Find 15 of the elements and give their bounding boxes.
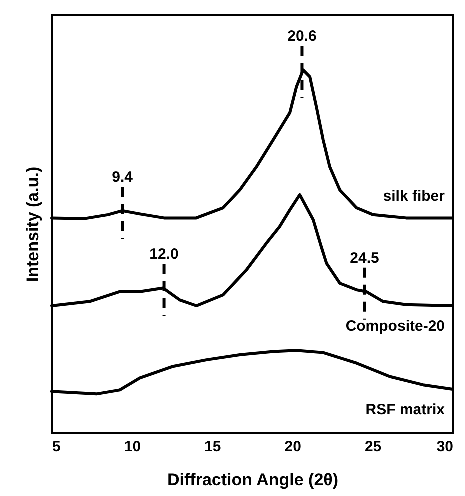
x-axis-title: Diffraction Angle (2θ)	[167, 470, 339, 490]
x-tick-label: 20	[284, 438, 302, 456]
annotation: 9.4	[112, 168, 134, 186]
series-label: RSF matrix	[366, 401, 446, 418]
x-tick-label: 5	[52, 438, 61, 456]
annotation: 24.5	[350, 250, 380, 267]
annotation: 12.0	[150, 246, 179, 264]
annotation: 20.6	[288, 28, 317, 46]
x-tick-label: 15	[204, 438, 222, 456]
x-tick-label: 25	[364, 438, 382, 456]
series-label: silk fiber	[383, 188, 446, 206]
x-tick-label: 30	[436, 438, 454, 456]
series-label: Composite-20	[346, 318, 445, 336]
y-axis-title: Intensity (a.u.)	[24, 166, 42, 282]
x-tick-label: 10	[124, 438, 142, 456]
